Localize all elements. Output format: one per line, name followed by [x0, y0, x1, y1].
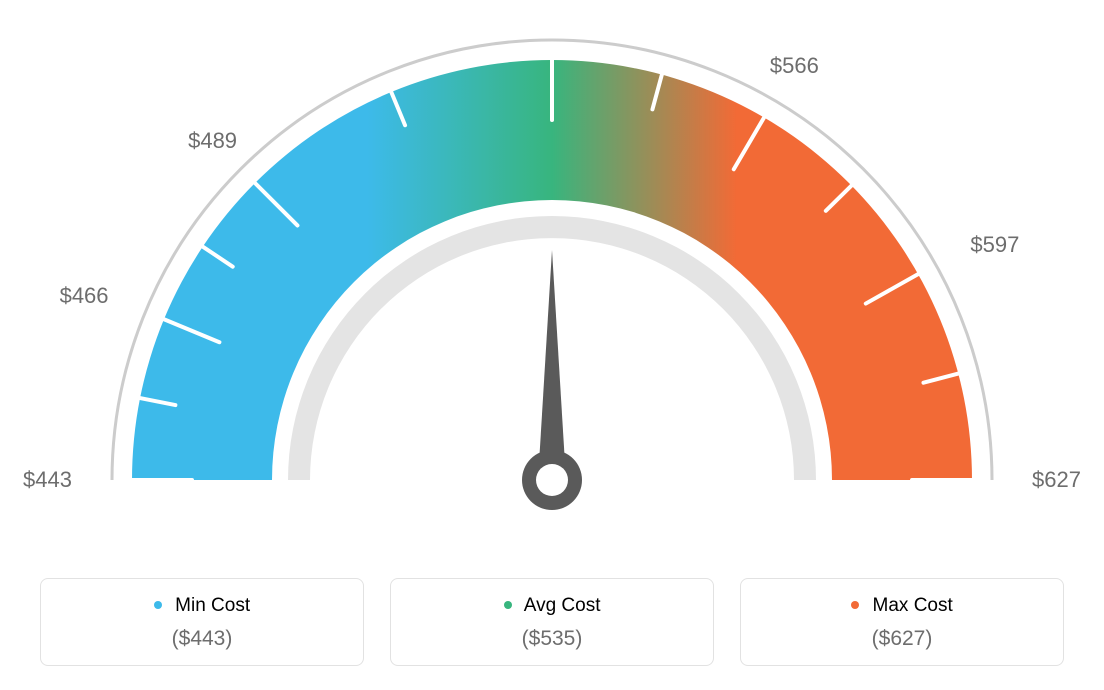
- max-cost-title: Max Cost: [751, 595, 1053, 617]
- avg-cost-title: Avg Cost: [401, 595, 703, 617]
- min-cost-label: Min Cost: [175, 595, 250, 616]
- max-cost-card: Max Cost ($627): [740, 578, 1064, 666]
- min-cost-value: ($443): [51, 627, 353, 651]
- avg-cost-card: Avg Cost ($535): [390, 578, 714, 666]
- gauge-tick-label: $597: [970, 232, 1019, 258]
- gauge-tick-label: $627: [1032, 467, 1081, 493]
- avg-cost-label: Avg Cost: [524, 595, 601, 616]
- gauge-tick-label: $489: [188, 128, 237, 154]
- max-cost-label: Max Cost: [873, 595, 953, 616]
- min-cost-title: Min Cost: [51, 595, 353, 617]
- dot-min: [154, 601, 162, 609]
- legend-row: Min Cost ($443) Avg Cost ($535) Max Cost…: [40, 578, 1064, 666]
- dot-max: [851, 601, 859, 609]
- dot-avg: [504, 601, 512, 609]
- gauge-tick-label: $566: [770, 53, 819, 79]
- gauge-tick-label: $466: [60, 283, 109, 309]
- avg-cost-value: ($535): [401, 627, 703, 651]
- max-cost-value: ($627): [751, 627, 1053, 651]
- gauge-tick-label: $443: [23, 467, 72, 493]
- cost-gauge: $443$466$489$535$566$597$627: [0, 0, 1104, 560]
- min-cost-card: Min Cost ($443): [40, 578, 364, 666]
